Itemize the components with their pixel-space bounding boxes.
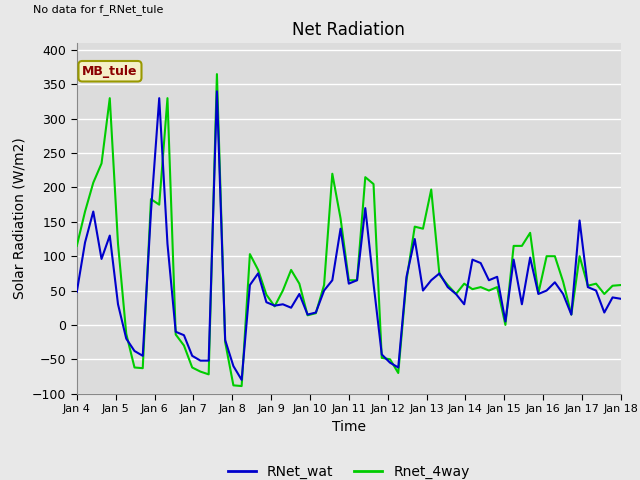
X-axis label: Time: Time xyxy=(332,420,366,433)
Text: No data for f_RNet_tule: No data for f_RNet_tule xyxy=(33,4,164,15)
Legend: RNet_wat, Rnet_4way: RNet_wat, Rnet_4way xyxy=(223,459,475,480)
Y-axis label: Solar Radiation (W/m2): Solar Radiation (W/m2) xyxy=(12,138,26,299)
Title: Net Radiation: Net Radiation xyxy=(292,21,405,39)
Text: MB_tule: MB_tule xyxy=(82,65,138,78)
